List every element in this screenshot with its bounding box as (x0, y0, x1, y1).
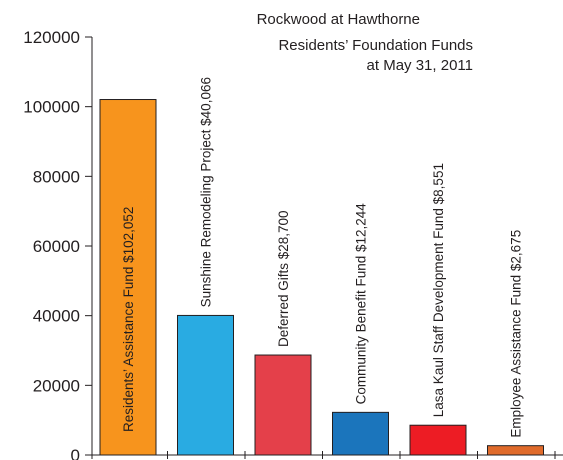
bar-data-label: Employee Assistance Fund $2,675 (509, 230, 524, 438)
bar (487, 445, 544, 456)
y-tick-label: 0 (71, 446, 80, 460)
y-axis: 0 20000 40000 60000 80000 100000 120000 (23, 28, 563, 460)
y-tick-label: 20000 (33, 376, 80, 395)
bar-data-label: Deferred Gifts $28,700 (276, 210, 291, 347)
y-tick-label: 100000 (23, 98, 80, 117)
bar-data-label: Sunshine Remodeling Project $40,066 (199, 77, 214, 307)
y-tick-label: 60000 (33, 237, 80, 256)
bar-data-label: Residents’ Assistance Fund $102,052 (121, 207, 136, 432)
y-tick-label: 120000 (23, 28, 80, 47)
chart-title-line-3: at May 31, 2011 (367, 57, 473, 74)
bar (409, 424, 467, 456)
bars (99, 99, 544, 456)
y-tick-label: 40000 (33, 307, 80, 326)
bar-data-label: Community Benefit Fund $12,244 (354, 203, 369, 405)
bar-data-label: Lasa Kaul Staff Development Fund $8,551 (431, 163, 446, 417)
bar (332, 411, 389, 456)
bar (99, 99, 157, 456)
bar (254, 354, 312, 456)
chart-title-line-1: Rockwood at Hawthorne (257, 11, 420, 28)
bar (177, 314, 234, 456)
y-tick-label: 80000 (33, 167, 80, 186)
chart-title: Rockwood at Hawthorne Residents’ Foundat… (257, 11, 473, 74)
chart-title-line-2: Residents’ Foundation Funds (278, 37, 473, 54)
bar-labels: Residents’ Assistance Fund $102,052 Sunsh… (121, 77, 524, 438)
